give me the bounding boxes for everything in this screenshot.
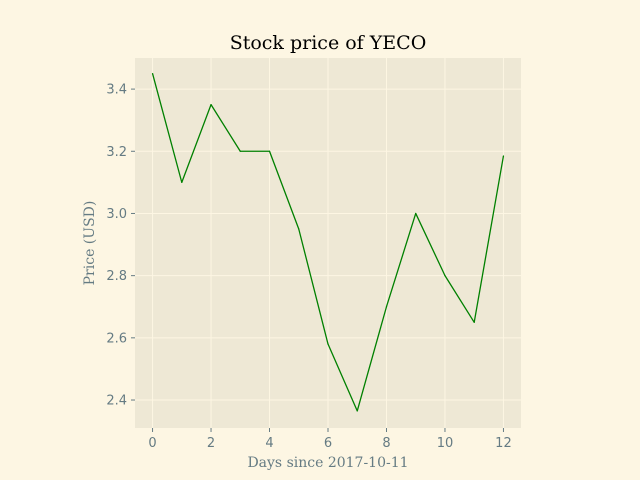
data-point <box>239 150 241 152</box>
data-point <box>415 212 417 215</box>
data-point <box>151 72 154 75</box>
data-point <box>444 275 446 277</box>
chart-title: Stock price of YECO <box>230 32 427 54</box>
data-point <box>181 181 183 183</box>
y-tick-label: 3.2 <box>106 145 127 160</box>
y-tick-label: 2.4 <box>106 394 127 409</box>
x-axis-ticks: 0 2 4 6 8 10 12 <box>148 428 512 451</box>
data-point <box>385 306 388 308</box>
grid-lines <box>135 58 521 428</box>
data-point <box>327 343 329 345</box>
data-point <box>502 155 505 157</box>
x-tick-label: 12 <box>495 436 512 451</box>
data-point <box>356 410 358 412</box>
y-tick-label: 2.8 <box>106 269 127 284</box>
x-axis-label: Days since 2017-10-11 <box>247 455 408 471</box>
data-point <box>298 228 300 230</box>
y-axis-label: Price (USD) <box>82 201 98 286</box>
data-point <box>268 150 271 152</box>
x-tick-label: 6 <box>324 436 332 451</box>
y-tick-label: 2.6 <box>106 331 127 346</box>
data-point <box>210 104 212 106</box>
x-tick-label: 8 <box>382 436 390 451</box>
y-tick-label: 3.0 <box>106 207 127 222</box>
data-point <box>473 321 475 323</box>
x-tick-label: 10 <box>437 436 454 451</box>
y-tick-label: 3.4 <box>106 83 127 98</box>
x-tick-label: 0 <box>148 436 156 451</box>
y-axis-ticks: 2.4 2.6 2.8 3.0 3.2 3.4 <box>106 83 135 409</box>
x-tick-label: 2 <box>207 436 215 451</box>
series-group <box>151 72 505 412</box>
x-tick-label: 4 <box>265 436 273 451</box>
